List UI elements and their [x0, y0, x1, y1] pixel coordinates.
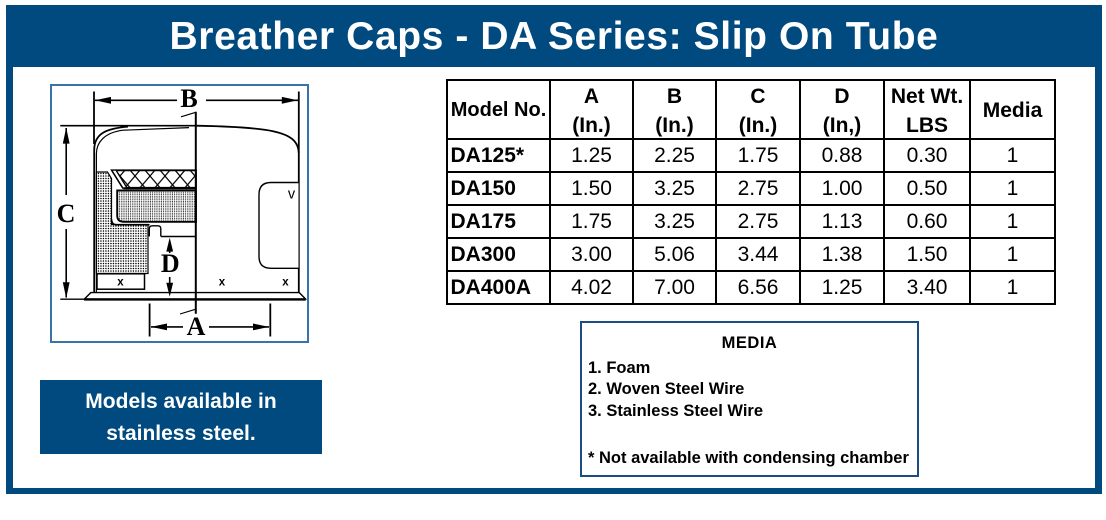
svg-text:v: v [288, 187, 296, 203]
svg-text:A: A [187, 312, 206, 341]
svg-text:x: x [282, 277, 289, 289]
svg-text:C: C [57, 199, 76, 228]
svg-text:B: B [180, 86, 197, 113]
svg-text:D: D [161, 249, 180, 278]
svg-text:x: x [219, 277, 226, 289]
svg-text:x: x [117, 277, 124, 289]
